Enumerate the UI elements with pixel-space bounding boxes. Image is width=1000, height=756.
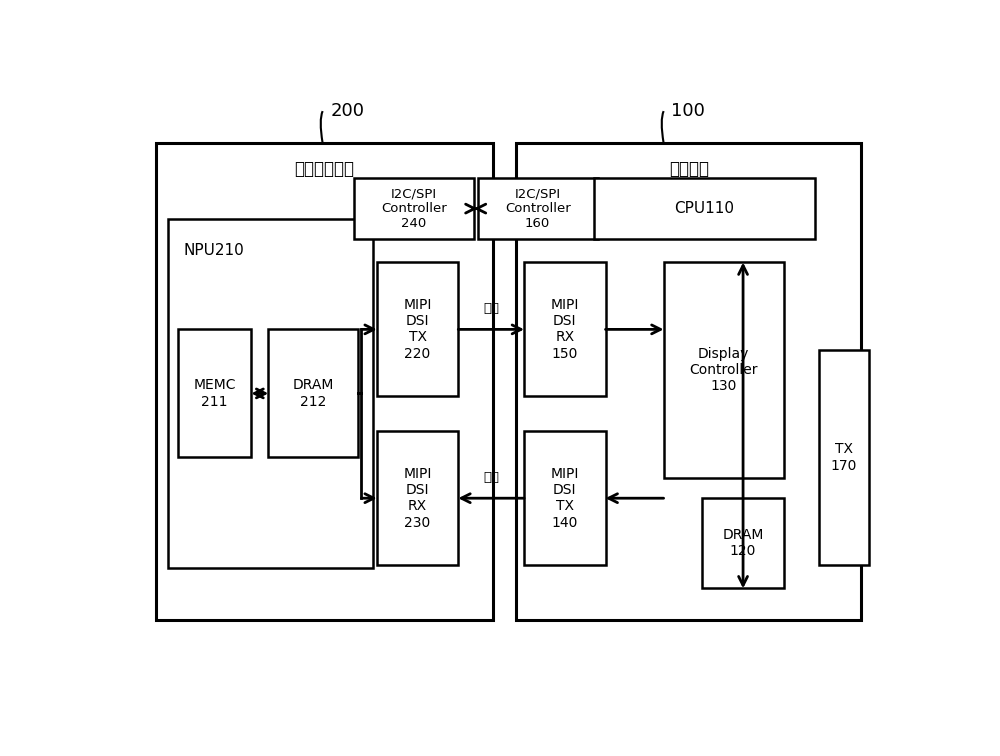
Text: 发送: 发送 xyxy=(483,471,499,484)
Text: DRAM
120: DRAM 120 xyxy=(722,528,764,559)
Text: NPU210: NPU210 xyxy=(184,243,244,259)
Bar xyxy=(524,431,606,565)
Bar xyxy=(524,262,606,396)
Bar xyxy=(478,178,598,239)
Text: 图像处理芯片: 图像处理芯片 xyxy=(295,160,355,178)
Text: 主控芯片: 主控芯片 xyxy=(669,160,709,178)
Bar xyxy=(268,330,358,457)
Bar xyxy=(377,262,458,396)
Bar xyxy=(516,143,861,621)
Bar xyxy=(664,262,784,478)
Text: MIPI
DSI
RX
230: MIPI DSI RX 230 xyxy=(403,467,432,529)
Text: CPU110: CPU110 xyxy=(674,201,734,216)
Bar xyxy=(156,143,493,621)
Bar xyxy=(702,498,784,588)
Text: DRAM
212: DRAM 212 xyxy=(292,378,334,408)
Bar xyxy=(168,218,373,568)
Text: MEMC
211: MEMC 211 xyxy=(193,378,236,408)
Text: 100: 100 xyxy=(671,102,705,120)
Text: TX
170: TX 170 xyxy=(831,442,857,472)
Text: 回传: 回传 xyxy=(483,302,499,314)
Text: MIPI
DSI
TX
140: MIPI DSI TX 140 xyxy=(551,467,579,529)
Text: Display
Controller
130: Display Controller 130 xyxy=(689,347,758,393)
Bar xyxy=(594,178,815,239)
Bar xyxy=(178,330,251,457)
Text: I2C/SPI
Controller
160: I2C/SPI Controller 160 xyxy=(505,187,571,230)
Text: I2C/SPI
Controller
240: I2C/SPI Controller 240 xyxy=(381,187,447,230)
Bar xyxy=(354,178,474,239)
Text: MIPI
DSI
RX
150: MIPI DSI RX 150 xyxy=(551,298,579,361)
Text: 200: 200 xyxy=(330,102,364,120)
Bar xyxy=(377,431,458,565)
Bar xyxy=(819,350,869,565)
Text: MIPI
DSI
TX
220: MIPI DSI TX 220 xyxy=(403,298,432,361)
